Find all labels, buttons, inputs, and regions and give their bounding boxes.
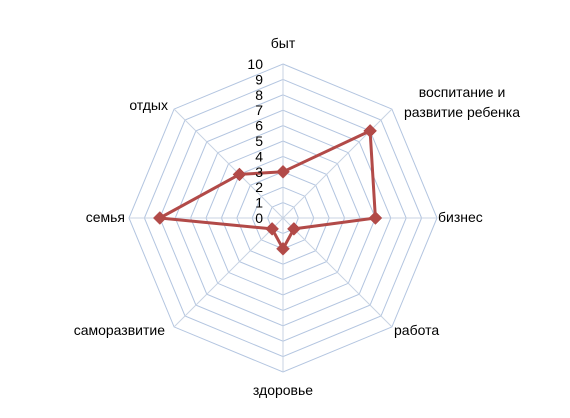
axis-spoke xyxy=(282,217,393,328)
data-point xyxy=(363,124,377,138)
category-label: быт xyxy=(271,35,296,51)
data-point xyxy=(152,211,167,225)
axis-spoke xyxy=(173,108,284,219)
data-point xyxy=(265,222,279,236)
tick-label: 3 xyxy=(255,164,263,180)
data-point xyxy=(276,164,290,179)
category-label: бизнес xyxy=(438,209,483,225)
category-label: отдых xyxy=(129,97,168,113)
tick-label: 7 xyxy=(255,102,263,118)
radar-series xyxy=(152,124,383,256)
tick-label: 1 xyxy=(255,195,263,211)
tick-label: 10 xyxy=(247,56,263,72)
category-labels: быт воспитание и развитие ребенка бизнес раб… xyxy=(74,35,521,398)
axis-spoke xyxy=(282,108,393,219)
category-label: саморазвитие xyxy=(74,322,166,338)
tick-label: 8 xyxy=(255,87,263,103)
category-label: воспитание и развитие ребенка xyxy=(404,84,520,120)
tick-label: 0 xyxy=(255,210,263,226)
category-label: здоровье xyxy=(253,382,313,398)
category-label: семья xyxy=(86,209,125,225)
tick-label: 2 xyxy=(255,179,263,195)
category-label: работа xyxy=(394,322,439,338)
tick-label: 5 xyxy=(255,133,263,149)
axis-spoke xyxy=(173,217,284,328)
tick-label: 4 xyxy=(255,148,263,164)
data-point xyxy=(287,222,301,236)
data-point xyxy=(368,211,383,225)
radar-axes xyxy=(129,64,437,372)
tick-label: 9 xyxy=(255,71,263,87)
data-point xyxy=(276,241,290,256)
data-point xyxy=(232,167,247,182)
tick-label: 6 xyxy=(255,118,263,134)
